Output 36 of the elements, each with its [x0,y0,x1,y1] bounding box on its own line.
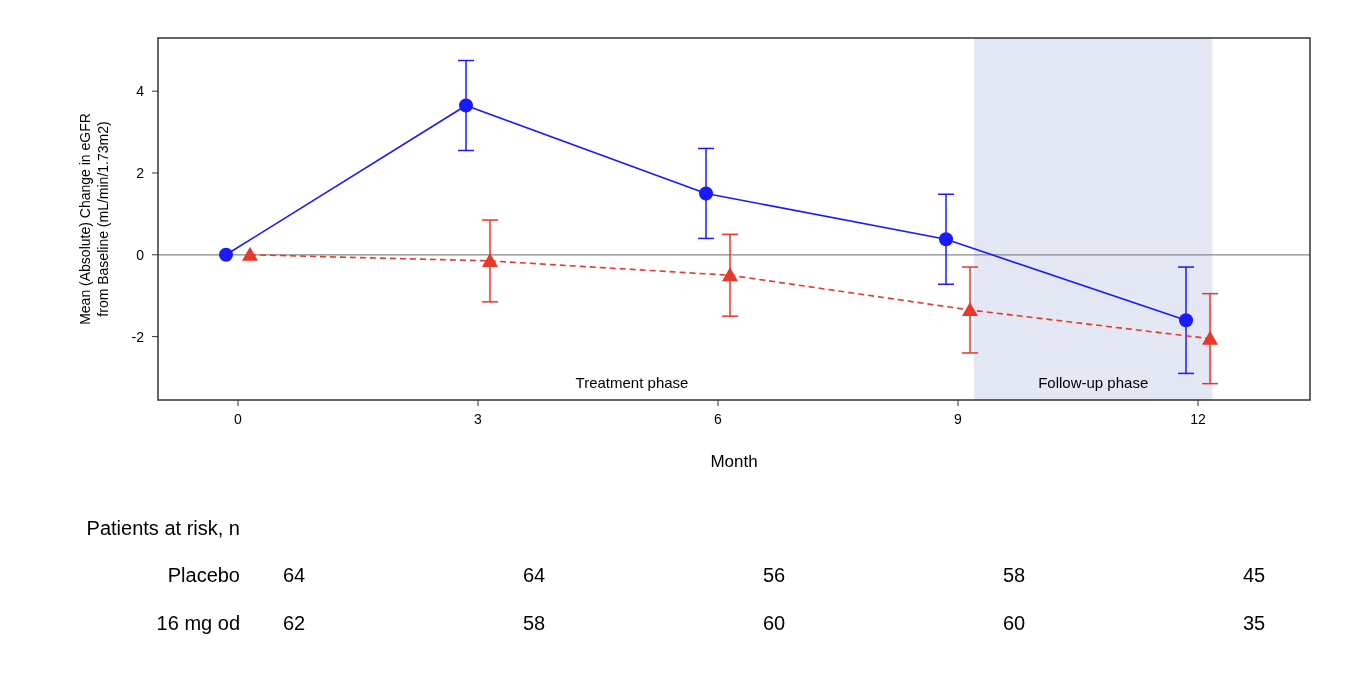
y-tick-label: -2 [131,328,145,345]
y-tick-label: 0 [136,246,145,263]
text: Placebo [167,564,240,586]
text: 58 [522,612,546,634]
x-tick-label: 3 [474,411,483,427]
text: 60 [762,612,786,634]
text: 64 [282,564,306,586]
point [1179,313,1193,328]
text: 16 mg od [156,612,240,634]
x-tick-label: 0 [234,411,243,427]
text: 56 [762,564,786,586]
y-tick-label: 2 [136,164,145,181]
band-label: Follow-up phase [1038,374,1149,391]
point [482,252,498,267]
point [962,302,978,317]
point [1202,330,1218,345]
x-tick-label: 9 [954,411,963,427]
point [939,232,953,247]
text: 58 [1002,564,1026,586]
y-tick-label: 4 [136,83,145,100]
y-axis-title: Mean (Absolute) Change in eGFR from Baseline (mL/min/1.73m2) [77,113,111,325]
point [219,247,233,262]
point [459,98,473,113]
text: 64 [522,564,546,586]
x-tick-label: 12 [1190,411,1206,427]
point [699,186,713,201]
text: Patients at risk, n [86,517,240,539]
point [722,267,738,282]
text: 62 [282,612,306,634]
annotation: Treatment phase [575,374,689,391]
text: 45 [1242,564,1266,586]
x-tick-label: 6 [714,411,723,427]
x-axis-title: Month [710,452,758,471]
text: 35 [1242,612,1266,634]
point [242,246,258,261]
text: 60 [1002,612,1026,634]
